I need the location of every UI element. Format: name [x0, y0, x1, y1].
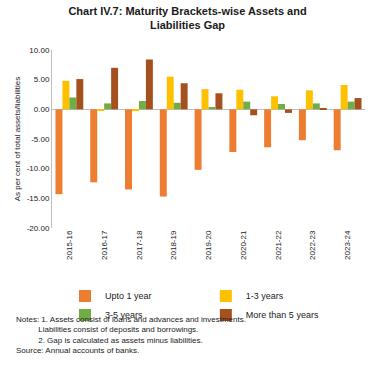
svg-text:Notes: 1. Assets consist of lo: Notes: 1. Assets consist of loans and ad… — [16, 315, 246, 355]
svg-text:1-3 years: 1-3 years — [246, 291, 284, 301]
svg-text:Upto 1 year: Upto 1 year — [105, 291, 152, 301]
svg-text:Chart IV.7: Maturity Brackets-: Chart IV.7: Maturity Brackets-wise Asset… — [68, 5, 306, 31]
svg-text:More than 5 years: More than 5 years — [246, 310, 319, 320]
svg-text:-10.00: -10.00 — [27, 164, 50, 173]
svg-text:3-5 years: 3-5 years — [105, 310, 143, 320]
svg-text:2018-19: 2018-19 — [169, 230, 178, 260]
svg-text:As per cent of total assets/li: As per cent of total assets/liabilities — [13, 77, 22, 202]
svg-text:2023-24: 2023-24 — [343, 230, 352, 260]
svg-text:2021-22: 2021-22 — [274, 230, 283, 260]
svg-text:2019-20: 2019-20 — [204, 230, 213, 260]
svg-text:10.00: 10.00 — [29, 46, 50, 55]
svg-text:-5.00: -5.00 — [31, 135, 50, 144]
svg-text:2022-23: 2022-23 — [308, 230, 317, 260]
svg-text:5.00: 5.00 — [34, 75, 50, 84]
svg-text:2020-21: 2020-21 — [239, 230, 248, 260]
svg-text:-15.00: -15.00 — [27, 194, 50, 203]
svg-text:2016-17: 2016-17 — [100, 230, 109, 260]
svg-text:2017-18: 2017-18 — [135, 230, 144, 260]
svg-text:2015-16: 2015-16 — [65, 230, 74, 260]
svg-text:0.00: 0.00 — [34, 105, 50, 114]
svg-text:-20.00: -20.00 — [27, 224, 50, 233]
